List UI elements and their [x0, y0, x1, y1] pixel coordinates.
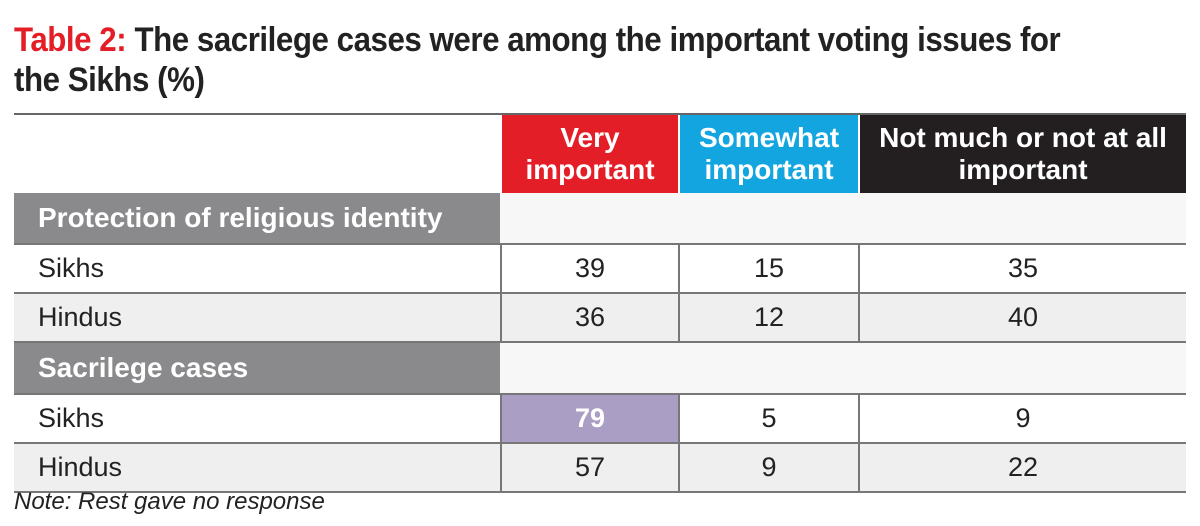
footnote: Note: Rest gave no response — [14, 488, 325, 515]
table-cell: 79 — [500, 395, 678, 442]
section-row: Protection of religious identity — [14, 193, 1186, 245]
table-row: Hindus 57 9 22 — [14, 444, 1186, 493]
row-label: Sikhs — [38, 253, 105, 283]
section-fill — [500, 343, 1186, 393]
table-cell: 22 — [858, 444, 1186, 491]
table-row: Hindus 36 12 40 — [14, 294, 1186, 343]
header-blank — [14, 115, 500, 193]
table-cell: 9 — [678, 444, 858, 491]
header-row: Very important Somewhat important Not mu… — [14, 115, 1186, 193]
table-cell: 35 — [858, 245, 1186, 292]
header-somewhat-important: Somewhat important — [678, 115, 858, 193]
table-cell: 39 — [500, 245, 678, 292]
row-label: Hindus — [38, 452, 123, 482]
header-not-important: Not much or not at all important — [858, 115, 1186, 193]
table-cell: 36 — [500, 294, 678, 341]
table-number: Table 2: — [14, 21, 127, 59]
section-label: Sacrilege cases — [14, 343, 500, 393]
section-row: Sacrilege cases — [14, 343, 1186, 395]
table-cell: 15 — [678, 245, 858, 292]
top-rule — [14, 113, 1186, 115]
table-title: Table 2: The sacrilege cases were among … — [14, 20, 1105, 100]
row-label: Hindus — [38, 302, 123, 332]
table-cell: 40 — [858, 294, 1186, 341]
title-text: The sacrilege cases were among the impor… — [14, 21, 1061, 99]
table-cell: 12 — [678, 294, 858, 341]
table-row: Sikhs 39 15 35 — [14, 245, 1186, 294]
section-label: Protection of religious identity — [14, 193, 500, 243]
table-body: Protection of religious identity Sikhs 39 1… — [14, 193, 1186, 493]
table-row: Sikhs 79 5 9 — [14, 395, 1186, 444]
row-label: Sikhs — [38, 403, 105, 433]
table-cell: 5 — [678, 395, 858, 442]
table-cell: 57 — [500, 444, 678, 491]
section-fill — [500, 193, 1186, 243]
header-very-important: Very important — [500, 115, 678, 193]
table-cell: 9 — [858, 395, 1186, 442]
data-table: Very important Somewhat important Not mu… — [14, 113, 1186, 493]
